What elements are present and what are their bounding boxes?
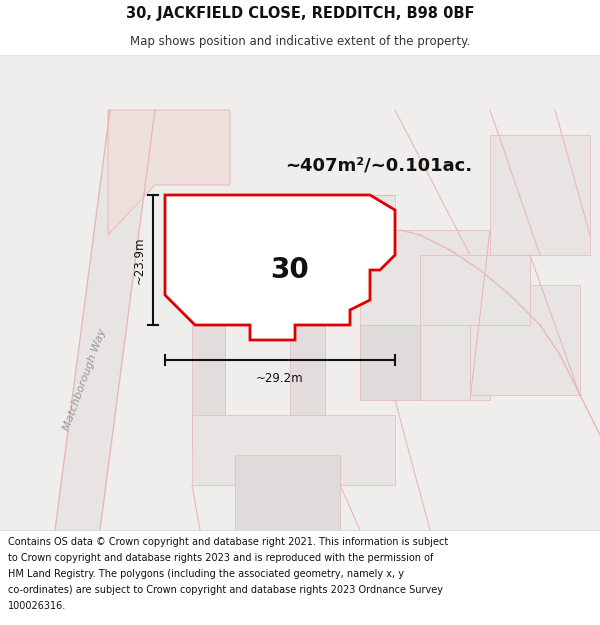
Text: Contains OS data © Crown copyright and database right 2021. This information is : Contains OS data © Crown copyright and d… [8, 537, 448, 547]
Text: HM Land Registry. The polygons (including the associated geometry, namely x, y: HM Land Registry. The polygons (includin… [8, 569, 404, 579]
Text: ~29.2m: ~29.2m [256, 372, 304, 385]
Polygon shape [360, 325, 420, 400]
Polygon shape [470, 285, 580, 395]
Text: 30, JACKFIELD CLOSE, REDDITCH, B98 0BF: 30, JACKFIELD CLOSE, REDDITCH, B98 0BF [126, 6, 474, 21]
Polygon shape [0, 55, 600, 530]
Polygon shape [165, 195, 395, 340]
Polygon shape [490, 135, 590, 255]
Polygon shape [55, 110, 155, 530]
Polygon shape [192, 415, 395, 485]
Polygon shape [108, 110, 230, 235]
Text: 30: 30 [271, 256, 310, 284]
Text: ~407m²/~0.101ac.: ~407m²/~0.101ac. [285, 156, 472, 174]
Polygon shape [420, 255, 530, 325]
Text: ~23.9m: ~23.9m [133, 236, 146, 284]
Polygon shape [192, 195, 225, 450]
Polygon shape [235, 455, 340, 530]
Text: 100026316.: 100026316. [8, 601, 66, 611]
Text: co-ordinates) are subject to Crown copyright and database rights 2023 Ordnance S: co-ordinates) are subject to Crown copyr… [8, 585, 443, 595]
Text: to Crown copyright and database rights 2023 and is reproduced with the permissio: to Crown copyright and database rights 2… [8, 553, 433, 563]
Text: Map shows position and indicative extent of the property.: Map shows position and indicative extent… [130, 35, 470, 48]
Polygon shape [360, 230, 490, 400]
Text: Matchborough Way: Matchborough Way [62, 328, 108, 432]
Polygon shape [192, 195, 395, 230]
Polygon shape [290, 195, 325, 485]
